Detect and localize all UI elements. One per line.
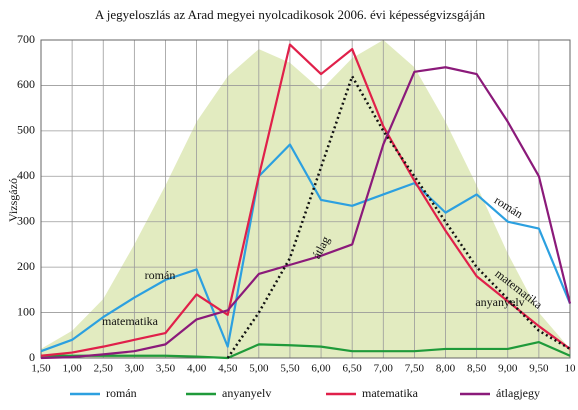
series-line	[40, 143, 572, 353]
plot-border	[40, 39, 571, 359]
x-tick-label: 9,00	[498, 363, 518, 375]
x-tick-label: 2,50	[94, 363, 114, 375]
y-tick-label: 700	[17, 32, 35, 46]
series-line	[41, 341, 571, 360]
y-tick-label: 200	[17, 259, 35, 273]
legend-label: anyanyelv	[222, 386, 271, 400]
legend-label: átlagjegy	[496, 386, 540, 400]
x-tick-label: 4,00	[187, 363, 207, 375]
x-tick-label: 10	[565, 363, 577, 375]
annotation: román	[492, 193, 525, 221]
y-tick-label: 300	[17, 213, 35, 227]
y-tick-label: 100	[17, 304, 35, 318]
chart-title: A jegyeloszlás az Arad megyei nyolcadiko…	[95, 7, 486, 22]
y-axis-label: Vizsgázó	[6, 178, 20, 222]
annotation: román	[145, 268, 176, 282]
average-line	[226, 75, 571, 359]
annotation: anyanyelv	[475, 295, 524, 309]
y-tick-label: 500	[17, 123, 35, 137]
x-tick-label: 8,00	[436, 363, 456, 375]
y-tick-label: 600	[17, 77, 35, 91]
legend-label: matematika	[362, 386, 419, 400]
legend-label: román	[106, 386, 137, 400]
series-line	[40, 43, 571, 357]
x-tick-label: 9,50	[529, 363, 549, 375]
x-tick-label: 7,50	[405, 363, 425, 375]
x-tick-label: 4,50	[218, 363, 238, 375]
series-line	[40, 66, 572, 360]
x-tick-label: 1,50	[31, 363, 51, 375]
x-tick-label: 5,50	[280, 363, 300, 375]
x-tick-label: 5,00	[249, 363, 269, 375]
y-tick-label: 0	[29, 350, 35, 364]
x-tick-label: 3,50	[156, 363, 176, 375]
x-tick-label: 7,00	[374, 363, 394, 375]
x-tick-label: 3,00	[125, 363, 145, 375]
x-tick-label: 6,50	[343, 363, 363, 375]
annotation: matematika	[102, 314, 159, 328]
x-tick-label: 8,50	[467, 363, 487, 375]
y-tick-label: 400	[17, 168, 35, 182]
x-tick-label: 1,00	[62, 363, 82, 375]
x-tick-label: 6,00	[311, 363, 331, 375]
background-area	[41, 40, 570, 358]
